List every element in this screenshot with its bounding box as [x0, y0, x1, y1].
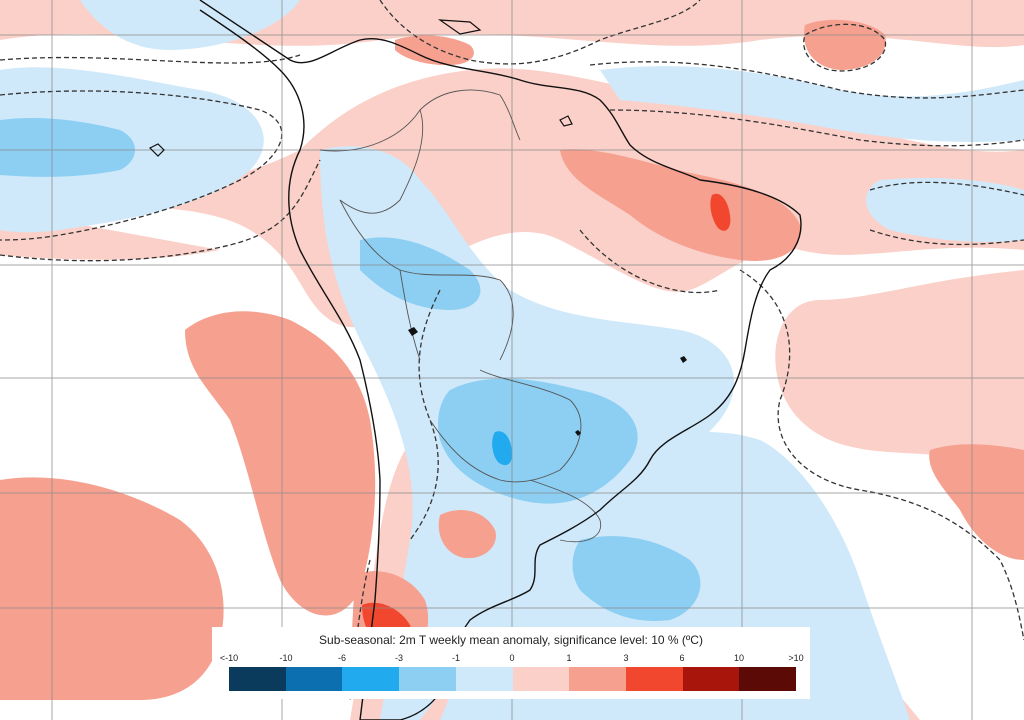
cool-region-atlantic-east [866, 178, 1024, 242]
cool-region-atlantic [600, 66, 1024, 142]
coastline-islands [148, 19, 573, 157]
legend-swatch [512, 667, 570, 691]
legend-swatch [569, 667, 626, 691]
country-borders [319, 89, 602, 543]
legend-swatch [342, 667, 400, 691]
cool-medium-paraguay [438, 378, 638, 504]
legend-tick: 1 [566, 653, 572, 663]
warm-region-northeast-brazil [560, 149, 801, 261]
cool-medium-pacific [0, 118, 135, 177]
warm-region-argentina [438, 510, 496, 559]
legend-tick: 10 [733, 653, 745, 663]
lake-titicaca [408, 327, 418, 336]
legend-swatch [285, 667, 343, 691]
warm-region-east-atlantic [929, 444, 1024, 560]
legend-swatch [625, 667, 683, 691]
cool-strong-paraguay [492, 431, 512, 466]
legend-swatch [739, 667, 797, 691]
significance-contours [0, 0, 1024, 701]
legend-tick: -10 [279, 653, 293, 663]
legend-color-bar [229, 667, 797, 691]
warm-strong-ceara [710, 193, 731, 231]
legend-swatch [399, 667, 456, 691]
legend-tick: -3 [394, 653, 404, 663]
legend-tick: 6 [679, 653, 685, 663]
legend-tick: -6 [337, 653, 347, 663]
legend-tick: >10 [788, 653, 804, 663]
legend-title: Sub-seasonal: 2m T weekly mean anomaly, … [319, 633, 703, 647]
legend-tick: 3 [623, 653, 629, 663]
legend-swatch [682, 667, 740, 691]
coastline-south-america [199, 0, 802, 720]
legend-tick: -1 [451, 653, 461, 663]
cool-medium-south [572, 536, 701, 621]
legend-swatch [229, 667, 286, 691]
warm-region-north-atlantic [804, 19, 886, 70]
legend-tick: 0 [509, 653, 515, 663]
warm-region-pacific-south [0, 477, 224, 700]
legend-tick: <-10 [219, 653, 239, 663]
legend-swatch [455, 667, 513, 691]
legend-ticks: <-10 -10 -6 -3 -1 0 1 3 6 10 >10 [212, 653, 810, 665]
cool-region-caribbean [80, 0, 300, 50]
color-legend: Sub-seasonal: 2m T weekly mean anomaly, … [212, 627, 810, 699]
warm-region-southeast-pacific [185, 311, 376, 616]
warm-region-caribbean-north [395, 35, 474, 66]
